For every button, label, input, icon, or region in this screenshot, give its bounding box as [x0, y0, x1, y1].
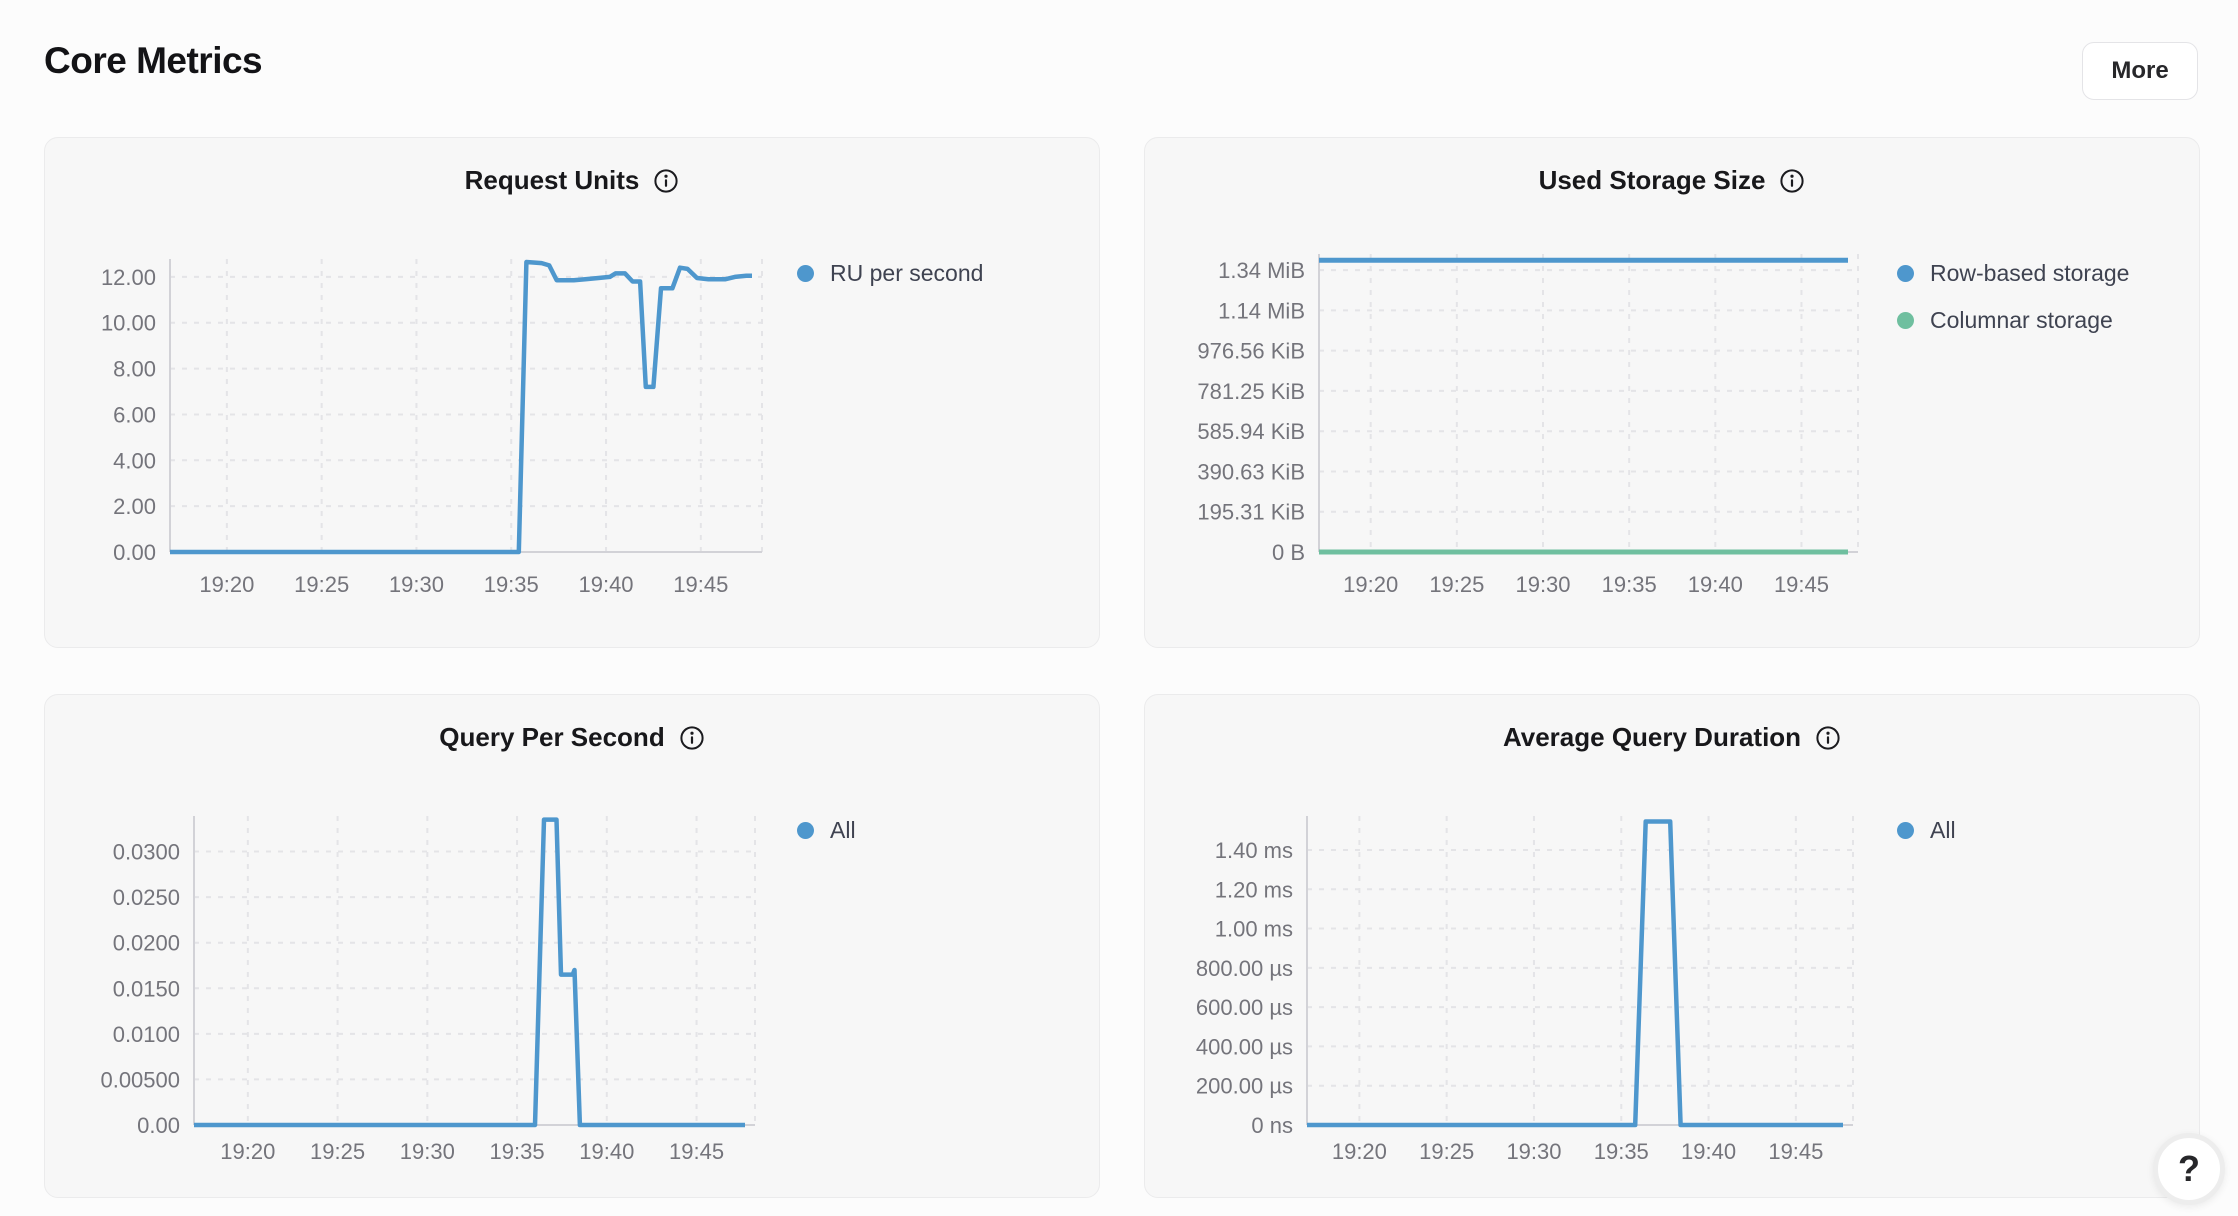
svg-text:19:35: 19:35 [1594, 1139, 1649, 1164]
legend-dot-icon [1897, 265, 1914, 282]
svg-text:19:45: 19:45 [669, 1139, 724, 1164]
svg-text:19:40: 19:40 [579, 1139, 634, 1164]
svg-text:19:40: 19:40 [1688, 572, 1743, 597]
chart-title-row: Request Units [45, 165, 1099, 196]
legend-dot-icon [797, 822, 814, 839]
svg-text:6.00: 6.00 [113, 402, 156, 427]
request-units-card: Request Units 0.00 2.00 4.00 6.00 8.00 10.00 1… [44, 137, 1100, 648]
svg-text:976.56 KiB: 976.56 KiB [1197, 339, 1305, 364]
svg-text:19:25: 19:25 [1429, 572, 1484, 597]
svg-text:8.00: 8.00 [113, 357, 156, 382]
svg-text:1.20 ms: 1.20 ms [1215, 877, 1293, 902]
svg-text:12.00: 12.00 [101, 265, 156, 290]
legend-dot-icon [1897, 312, 1914, 329]
svg-text:19:25: 19:25 [310, 1139, 365, 1164]
info-icon[interactable] [653, 168, 679, 194]
chart-title-row: Average Query Duration [1145, 722, 2199, 753]
legend-label: All [1930, 817, 1956, 843]
svg-text:800.00 µs: 800.00 µs [1196, 956, 1293, 981]
svg-text:19:35: 19:35 [484, 572, 539, 597]
legend-label: Columnar storage [1930, 307, 2113, 333]
legend-label: Row-based storage [1930, 260, 2130, 286]
chart-title-row: Used Storage Size [1145, 165, 2199, 196]
svg-text:0.0150: 0.0150 [113, 976, 180, 1001]
info-icon[interactable] [1779, 168, 1805, 194]
more-button[interactable]: More [2082, 42, 2198, 100]
svg-text:195.31 KiB: 195.31 KiB [1197, 500, 1305, 525]
legend-dot-icon [1897, 822, 1914, 839]
svg-text:19:20: 19:20 [1343, 572, 1398, 597]
svg-text:0.00: 0.00 [113, 540, 156, 565]
svg-text:19:25: 19:25 [1419, 1139, 1474, 1164]
page-title: Core Metrics [44, 40, 263, 81]
svg-text:10.00: 10.00 [101, 311, 156, 336]
svg-text:0.00: 0.00 [137, 1113, 180, 1138]
svg-text:19:40: 19:40 [1681, 1139, 1736, 1164]
chart-legend: All [797, 817, 856, 844]
svg-text:19:35: 19:35 [490, 1139, 545, 1164]
svg-text:781.25 KiB: 781.25 KiB [1197, 379, 1305, 404]
chart-title: Request Units [464, 165, 640, 195]
svg-text:0.0300: 0.0300 [113, 840, 180, 865]
info-icon[interactable] [679, 725, 705, 751]
svg-text:4.00: 4.00 [113, 448, 156, 473]
query-per-second-card: Query Per Second 0.00 0.00500 0.0100 0.0150… [44, 694, 1100, 1198]
line-chart: 0.00 0.00500 0.0100 0.0150 0.0200 0.0250 0.030… [100, 816, 756, 1164]
svg-text:1.40 ms: 1.40 ms [1215, 838, 1293, 863]
svg-text:0.0250: 0.0250 [113, 885, 180, 910]
chart-title-row: Query Per Second [45, 722, 1099, 753]
help-button[interactable]: ? [2153, 1133, 2225, 1205]
svg-text:19:40: 19:40 [578, 572, 633, 597]
svg-text:400.00 µs: 400.00 µs [1196, 1034, 1293, 1059]
svg-text:19:35: 19:35 [1602, 572, 1657, 597]
svg-text:1.34 MiB: 1.34 MiB [1218, 258, 1305, 283]
used-storage-size-card: Used Storage Size 0 B 195.31 KiB 390.63 Ki… [1144, 137, 2200, 648]
svg-text:1.00 ms: 1.00 ms [1215, 917, 1293, 942]
legend-dot-icon [797, 265, 814, 282]
chart-title: Used Storage Size [1538, 165, 1766, 195]
svg-text:19:45: 19:45 [1768, 1139, 1823, 1164]
svg-text:19:30: 19:30 [400, 1139, 455, 1164]
legend-label: RU per second [830, 260, 984, 286]
legend-item[interactable]: All [797, 817, 856, 844]
svg-text:600.00 µs: 600.00 µs [1196, 995, 1293, 1020]
svg-text:585.94 KiB: 585.94 KiB [1197, 419, 1305, 444]
legend-item[interactable]: All [1897, 817, 1956, 844]
legend-item[interactable]: Columnar storage [1897, 307, 2129, 334]
svg-text:19:20: 19:20 [220, 1139, 275, 1164]
average-query-duration-card: Average Query Duration 0 ns 200.00 µs 400.… [1144, 694, 2200, 1198]
line-chart: 0.00 2.00 4.00 6.00 8.00 10.00 12.00 19:20 19:25… [101, 259, 763, 597]
svg-text:19:45: 19:45 [1774, 572, 1829, 597]
chart-title: Query Per Second [439, 722, 665, 752]
svg-text:0 B: 0 B [1272, 540, 1305, 565]
legend-item[interactable]: RU per second [797, 260, 983, 287]
line-chart: 0 B 195.31 KiB 390.63 KiB 585.94 KiB 781.25 … [1197, 254, 1859, 597]
chart-legend: Row-based storage Columnar storage [1897, 260, 2129, 334]
svg-text:2.00: 2.00 [113, 494, 156, 519]
svg-text:19:30: 19:30 [1506, 1139, 1561, 1164]
chart-legend: RU per second [797, 260, 983, 287]
svg-text:0.0100: 0.0100 [113, 1022, 180, 1047]
legend-label: All [830, 817, 856, 843]
svg-text:1.14 MiB: 1.14 MiB [1218, 298, 1305, 323]
line-chart: 0 ns 200.00 µs 400.00 µs 600.00 µs 800.00 µs… [1196, 816, 1854, 1164]
svg-text:19:20: 19:20 [1332, 1139, 1387, 1164]
svg-text:200.00 µs: 200.00 µs [1196, 1074, 1293, 1099]
info-icon[interactable] [1815, 725, 1841, 751]
legend-item[interactable]: Row-based storage [1897, 260, 2129, 287]
svg-text:19:20: 19:20 [199, 572, 254, 597]
chart-legend: All [1897, 817, 1956, 844]
svg-text:0.0200: 0.0200 [113, 931, 180, 956]
svg-text:19:45: 19:45 [673, 572, 728, 597]
chart-title: Average Query Duration [1502, 722, 1802, 752]
svg-text:390.63 KiB: 390.63 KiB [1197, 459, 1305, 484]
svg-text:0.00500: 0.00500 [100, 1067, 180, 1092]
svg-text:19:30: 19:30 [389, 572, 444, 597]
svg-text:19:25: 19:25 [294, 572, 349, 597]
svg-text:19:30: 19:30 [1515, 572, 1570, 597]
svg-text:0 ns: 0 ns [1251, 1113, 1293, 1138]
